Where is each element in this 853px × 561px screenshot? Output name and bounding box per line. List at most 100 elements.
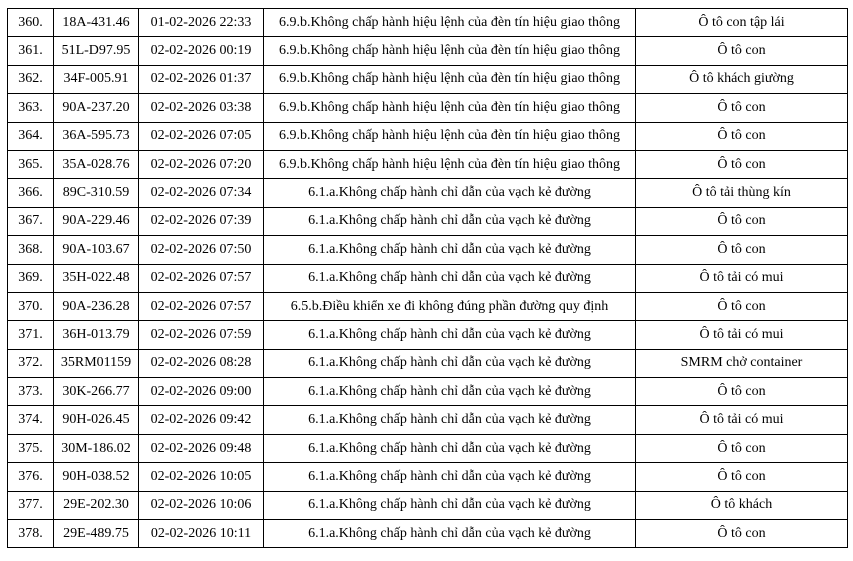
plate-cell: 90A-236.28 — [53, 291, 139, 322]
table-row: 375. 30M-186.02 02-02-2026 09:48 6.1.a.Khôn… — [7, 433, 848, 464]
violation-cell: 6.9.b.Không chấp hành hiệu lệnh của đèn … — [263, 121, 636, 151]
vehicle-cell: Ô tô tải có mui — [635, 320, 848, 350]
row-index-cell: 375. — [7, 433, 54, 464]
table-row: 365. 35A-028.76 02-02-2026 07:20 6.9.b.Khôn… — [7, 149, 848, 180]
row-index-cell: 362. — [7, 64, 54, 95]
plate-cell: 36H-013.79 — [53, 320, 139, 350]
table-row: 360. 18A-431.46 01-02-2026 22:33 6.9.b.Khôn… — [7, 7, 848, 38]
row-index-cell: 373. — [7, 377, 54, 407]
vehicle-cell: Ô tô khách giường — [635, 64, 848, 95]
violation-cell: 6.1.a.Không chấp hành chỉ dẫn của vạch k… — [263, 433, 636, 464]
datetime-cell: 02-02-2026 07:59 — [138, 320, 264, 350]
violation-cell: 6.1.a.Không chấp hành chỉ dẫn của vạch k… — [263, 235, 636, 265]
plate-cell: 89C-310.59 — [53, 178, 139, 208]
violation-cell: 6.1.a.Không chấp hành chỉ dẫn của vạch k… — [263, 206, 636, 237]
plate-cell: 35H-022.48 — [53, 263, 139, 293]
row-index-cell: 378. — [7, 519, 54, 549]
plate-cell: 30K-266.77 — [53, 377, 139, 407]
row-index-cell: 367. — [7, 206, 54, 237]
table-row: 371. 36H-013.79 02-02-2026 07:59 6.1.a.Khôn… — [7, 320, 848, 350]
violation-cell: 6.1.a.Không chấp hành chỉ dẫn của vạch k… — [263, 320, 636, 350]
violation-cell: 6.5.b.Điều khiển xe đi không đúng phần đ… — [263, 291, 636, 322]
datetime-cell: 02-02-2026 07:20 — [138, 149, 264, 180]
table-row: 364. 36A-595.73 02-02-2026 07:05 6.9.b.Khôn… — [7, 121, 848, 151]
datetime-cell: 02-02-2026 00:19 — [138, 36, 264, 66]
datetime-cell: 02-02-2026 07:39 — [138, 206, 264, 237]
plate-cell: 29E-489.75 — [53, 519, 139, 549]
violation-cell: 6.1.a.Không chấp hành chỉ dẫn của vạch k… — [263, 178, 636, 208]
datetime-cell: 02-02-2026 09:00 — [138, 377, 264, 407]
datetime-cell: 02-02-2026 07:57 — [138, 263, 264, 293]
table-row: 373. 30K-266.77 02-02-2026 09:00 6.1.a.Khôn… — [7, 377, 848, 407]
vehicle-cell: Ô tô con — [635, 519, 848, 549]
datetime-cell: 02-02-2026 07:05 — [138, 121, 264, 151]
plate-cell: 34F-005.91 — [53, 64, 139, 95]
violation-cell: 6.9.b.Không chấp hành hiệu lệnh của đèn … — [263, 7, 636, 38]
table-row: 370. 90A-236.28 02-02-2026 07:57 6.5.b.Điều… — [7, 291, 848, 322]
violation-cell: 6.9.b.Không chấp hành hiệu lệnh của đèn … — [263, 93, 636, 123]
table-row: 372. 35RM01159 02-02-2026 08:28 6.1.a.Không… — [7, 348, 848, 379]
table-row: 374. 90H-026.45 02-02-2026 09:42 6.1.a.Khôn… — [7, 405, 848, 435]
table-row: 377. 29E-202.30 02-02-2026 10:06 6.1.a.Khôn… — [7, 490, 848, 521]
violation-cell: 6.1.a.Không chấp hành chỉ dẫn của vạch k… — [263, 519, 636, 549]
vehicle-cell: Ô tô con — [635, 206, 848, 237]
plate-cell: 90H-038.52 — [53, 462, 139, 492]
vehicle-cell: Ô tô con — [635, 235, 848, 265]
plate-cell: 51L-D97.95 — [53, 36, 139, 66]
datetime-cell: 01-02-2026 22:33 — [138, 7, 264, 38]
row-index-cell: 361. — [7, 36, 54, 66]
table-row: 376. 90H-038.52 02-02-2026 10:05 6.1.a.Khôn… — [7, 462, 848, 492]
plate-cell: 90A-103.67 — [53, 235, 139, 265]
vehicle-cell: Ô tô con — [635, 121, 848, 151]
plate-cell: 90A-237.20 — [53, 93, 139, 123]
plate-cell: 30M-186.02 — [53, 433, 139, 464]
table-row: 361. 51L-D97.95 02-02-2026 00:19 6.9.b.Khôn… — [7, 36, 848, 66]
table-row: 369. 35H-022.48 02-02-2026 07:57 6.1.a.Khôn… — [7, 263, 848, 293]
row-index-cell: 366. — [7, 178, 54, 208]
row-index-cell: 372. — [7, 348, 54, 379]
datetime-cell: 02-02-2026 07:34 — [138, 178, 264, 208]
vehicle-cell: Ô tô tải thùng kín — [635, 178, 848, 208]
table-row: 363. 90A-237.20 02-02-2026 03:38 6.9.b.Khôn… — [7, 93, 848, 123]
row-index-cell: 376. — [7, 462, 54, 492]
plate-cell: 90A-229.46 — [53, 206, 139, 237]
vehicle-cell: Ô tô con — [635, 149, 848, 180]
vehicle-cell: Ô tô tải có mui — [635, 263, 848, 293]
row-index-cell: 365. — [7, 149, 54, 180]
plate-cell: 36A-595.73 — [53, 121, 139, 151]
vehicle-cell: Ô tô con tập lái — [635, 7, 848, 38]
row-index-cell: 364. — [7, 121, 54, 151]
violation-cell: 6.1.a.Không chấp hành chỉ dẫn của vạch k… — [263, 490, 636, 521]
vehicle-cell: Ô tô con — [635, 93, 848, 123]
violations-table-body: 360. 18A-431.46 01-02-2026 22:33 6.9.b.Khôn… — [7, 7, 848, 549]
row-index-cell: 369. — [7, 263, 54, 293]
table-row: 362. 34F-005.91 02-02-2026 01:37 6.9.b.Khôn… — [7, 64, 848, 95]
datetime-cell: 02-02-2026 10:06 — [138, 490, 264, 521]
violation-cell: 6.1.a.Không chấp hành chỉ dẫn của vạch k… — [263, 348, 636, 379]
violation-cell: 6.1.a.Không chấp hành chỉ dẫn của vạch k… — [263, 263, 636, 293]
plate-cell: 90H-026.45 — [53, 405, 139, 435]
datetime-cell: 02-02-2026 10:05 — [138, 462, 264, 492]
vehicle-cell: Ô tô con — [635, 36, 848, 66]
vehicle-cell: Ô tô tải có mui — [635, 405, 848, 435]
row-index-cell: 374. — [7, 405, 54, 435]
datetime-cell: 02-02-2026 07:50 — [138, 235, 264, 265]
vehicle-cell: Ô tô con — [635, 291, 848, 322]
violation-cell: 6.9.b.Không chấp hành hiệu lệnh của đèn … — [263, 36, 636, 66]
row-index-cell: 363. — [7, 93, 54, 123]
row-index-cell: 368. — [7, 235, 54, 265]
datetime-cell: 02-02-2026 09:42 — [138, 405, 264, 435]
datetime-cell: 02-02-2026 07:57 — [138, 291, 264, 322]
datetime-cell: 02-02-2026 08:28 — [138, 348, 264, 379]
violations-table: 360. 18A-431.46 01-02-2026 22:33 6.9.b.Khôn… — [7, 7, 848, 549]
plate-cell: 35A-028.76 — [53, 149, 139, 180]
datetime-cell: 02-02-2026 10:11 — [138, 519, 264, 549]
row-index-cell: 370. — [7, 291, 54, 322]
table-row: 366. 89C-310.59 02-02-2026 07:34 6.1.a.Khôn… — [7, 178, 848, 208]
violation-cell: 6.1.a.Không chấp hành chỉ dẫn của vạch k… — [263, 405, 636, 435]
row-index-cell: 371. — [7, 320, 54, 350]
datetime-cell: 02-02-2026 09:48 — [138, 433, 264, 464]
vehicle-cell: SMRM chở container — [635, 348, 848, 379]
row-index-cell: 360. — [7, 7, 54, 38]
plate-cell: 29E-202.30 — [53, 490, 139, 521]
